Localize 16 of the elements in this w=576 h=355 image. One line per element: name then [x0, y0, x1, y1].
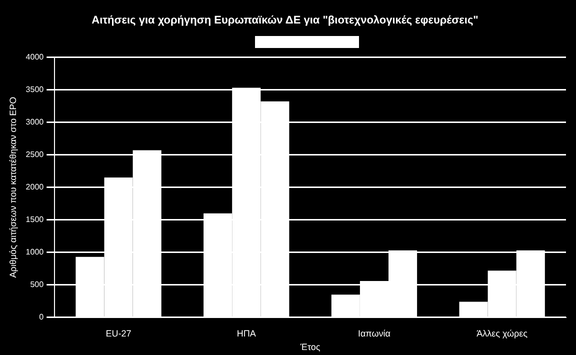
- y-tick-label: 4000: [26, 52, 44, 62]
- y-axis-title: Αριθμός αιτήσεων που κατατέθηκαν στο EPO: [8, 96, 18, 278]
- x-tick-label: Ιαπωνία: [358, 328, 390, 338]
- x-axis-title: Έτος: [299, 342, 321, 352]
- y-tick-label: 3000: [26, 117, 44, 126]
- x-tick-label: ΗΠΑ: [236, 328, 256, 338]
- y-tick-label: 0: [39, 312, 44, 322]
- x-tick-label: Άλλες χώρες: [476, 328, 528, 338]
- y-tick-label: 2000: [26, 182, 44, 192]
- y-tick-label: 3500: [26, 84, 44, 94]
- chart-title: Αιτήσεις για χορήγηση Ευρωπαϊκών ΔΕ για "βιοτεχνολογικές εφευρέσεις": [92, 14, 478, 27]
- y-tick-label: 1500: [26, 215, 44, 224]
- y-tick-label: 2500: [26, 150, 44, 159]
- y-tick-label: 500: [30, 280, 44, 290]
- y-tick-label: 1000: [26, 248, 44, 257]
- x-tick-label: EU-27: [106, 328, 132, 338]
